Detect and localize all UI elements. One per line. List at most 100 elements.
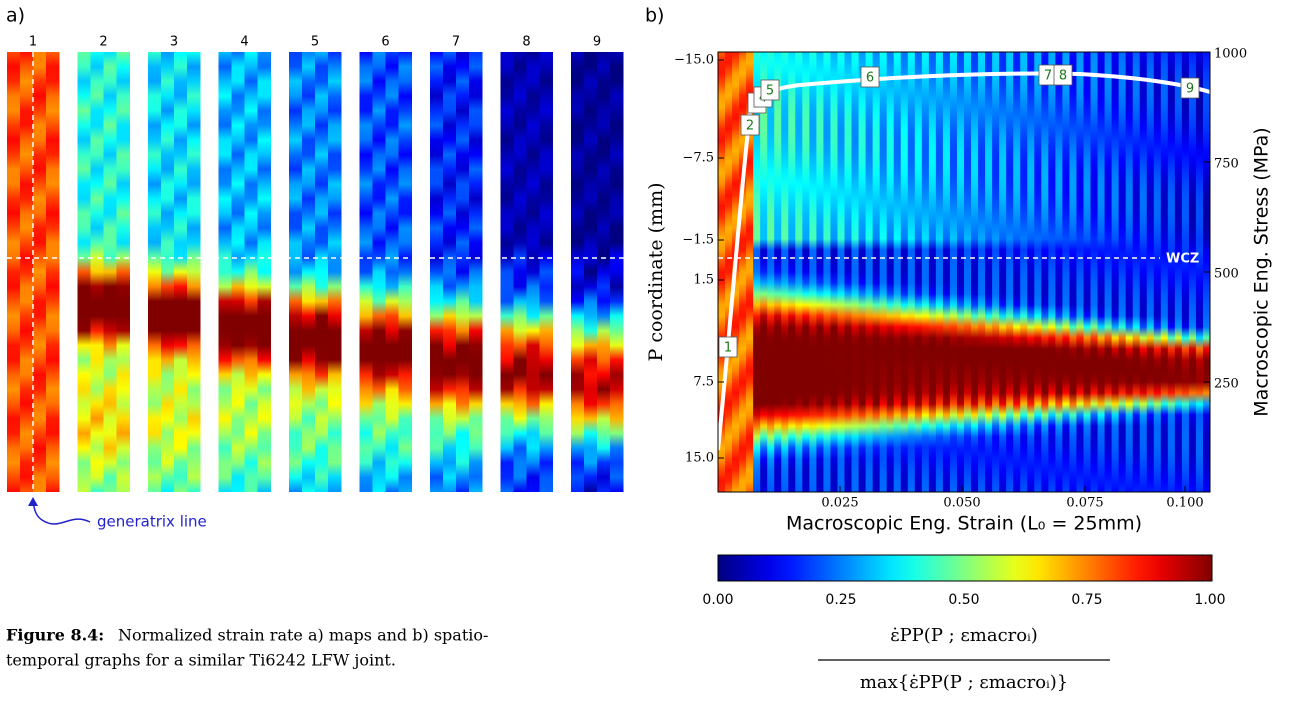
- colorbar-tick-label: 1.00: [1194, 592, 1225, 608]
- heat-column: [718, 52, 726, 492]
- heat-column: [872, 52, 881, 492]
- heat-column: [865, 52, 874, 492]
- x-tick-label: 0.050: [943, 496, 980, 511]
- heat-column: [949, 52, 958, 492]
- annotation: generatrix line: [97, 513, 207, 531]
- heat-column: [1118, 52, 1127, 492]
- heat-column: [753, 52, 761, 492]
- map-column: [161, 52, 175, 492]
- heat-column: [851, 52, 860, 492]
- heat-column: [1083, 52, 1092, 492]
- marker-label: 9: [1186, 82, 1194, 97]
- map-column: [116, 52, 130, 492]
- map-column: [148, 52, 162, 492]
- map-column: [315, 52, 329, 492]
- map-column: [456, 52, 470, 492]
- heat-column: [760, 52, 768, 492]
- heat-column: [921, 52, 930, 492]
- map-label: 2: [99, 35, 107, 50]
- heat-column: [774, 52, 782, 492]
- marker-label: 7: [1044, 69, 1052, 84]
- heat-column: [1055, 52, 1063, 492]
- heat-column: [999, 52, 1007, 492]
- map-column: [513, 52, 527, 492]
- heat-column: [1153, 52, 1162, 492]
- map-label: 9: [593, 35, 601, 50]
- heat-column: [1132, 52, 1141, 492]
- map-column: [174, 52, 188, 492]
- map-label: 8: [522, 35, 530, 50]
- map-column: [610, 52, 624, 492]
- heat-column: [1111, 52, 1120, 492]
- heat-column: [1160, 52, 1169, 492]
- map-column: [289, 52, 303, 492]
- heat-column: [992, 52, 1000, 492]
- heat-column: [928, 52, 937, 492]
- caption-text: Normalized strain rate a) maps and b) sp…: [118, 626, 488, 645]
- marker-label: 5: [766, 84, 774, 99]
- heat-column: [1188, 52, 1197, 492]
- marker-label: 6: [866, 71, 874, 86]
- curve-marker: [740, 114, 760, 136]
- heat-column: [914, 52, 923, 492]
- heat-column: [1139, 52, 1148, 492]
- heat-column: [788, 52, 796, 492]
- marker-label: 2: [746, 119, 754, 134]
- map-label: 1: [29, 35, 37, 50]
- curve-marker: [760, 79, 780, 101]
- map-column: [469, 52, 483, 492]
- map-column: [597, 52, 611, 492]
- map-column: [539, 52, 553, 492]
- y-tick-label: −7.5: [682, 151, 714, 166]
- heat-column: [1027, 52, 1035, 492]
- spatiotemporal-graph: [718, 52, 1211, 492]
- map-column: [385, 52, 399, 492]
- heat-column: [781, 52, 789, 492]
- zone-label: WCZ: [1166, 252, 1199, 267]
- heat-column: [725, 52, 733, 492]
- map-label: 5: [311, 35, 319, 50]
- heat-column: [1020, 52, 1028, 492]
- heat-column: [978, 52, 986, 492]
- map-column: [584, 52, 598, 492]
- x-tick-label: 0.025: [821, 496, 858, 511]
- map-column: [77, 52, 91, 492]
- heat-column: [907, 52, 916, 492]
- map-column: [187, 52, 201, 492]
- marker-label: 8: [1059, 69, 1067, 84]
- heat-column: [1146, 52, 1155, 492]
- heat-column: [893, 52, 902, 492]
- stress-curve: [716, 71, 1211, 451]
- map-column: [430, 52, 444, 492]
- map-column: [526, 52, 540, 492]
- heat-column: [942, 52, 951, 492]
- axes: −15.0 −7.5 −1.5 1.5 7.5 15.0 1000 750 500 250 0.02…: [674, 47, 1247, 609]
- y-tick-label: 7.5: [693, 375, 714, 390]
- map-label: 3: [170, 35, 178, 50]
- map-column: [443, 52, 457, 492]
- y-tick-label: −15.0: [674, 53, 714, 68]
- panel-label: b): [645, 5, 664, 27]
- heat-column: [1069, 52, 1077, 492]
- heat-column: [1041, 52, 1049, 492]
- y2-tick-label: 750: [1214, 157, 1239, 172]
- map-column: [372, 52, 386, 492]
- colorbar-tick-label: 0.75: [1071, 592, 1102, 608]
- x-axis-label: Macroscopic Eng. Strain (L₀ = 25mm): [786, 513, 1142, 535]
- map-column: [103, 52, 117, 492]
- map-column: [302, 52, 316, 492]
- heat-column: [795, 52, 803, 492]
- y2-tick-label: 500: [1214, 267, 1239, 282]
- heat-column: [956, 52, 965, 492]
- caption-label: Figure 8.4:: [6, 626, 104, 645]
- map-column: [20, 52, 34, 492]
- map-column: [398, 52, 412, 492]
- map-label: 7: [452, 35, 460, 50]
- map-column: [571, 52, 585, 492]
- curve-marker: [1053, 64, 1073, 86]
- map-label: 6: [381, 35, 389, 50]
- y2-tick-label: 1000: [1214, 47, 1247, 62]
- heat-column: [1125, 52, 1134, 492]
- y2-tick-label: 250: [1214, 377, 1239, 392]
